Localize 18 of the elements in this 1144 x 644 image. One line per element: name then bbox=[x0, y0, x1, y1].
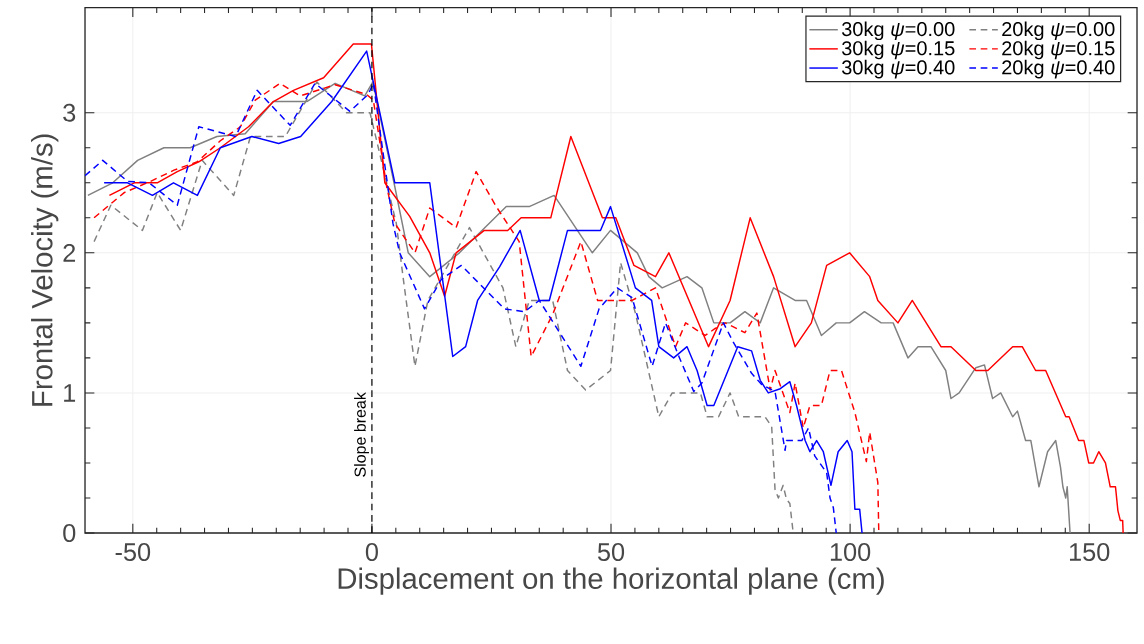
legend-label: 20kg ψ=0.40 bbox=[1002, 59, 1115, 79]
y-tick-label: 1 bbox=[64, 384, 76, 402]
y-axis-title: Frontal Velocity (m/s) bbox=[31, 134, 59, 406]
y-tick-label: 0 bbox=[63, 524, 76, 542]
x-tick-label: 150 bbox=[1069, 543, 1110, 561]
legend-label: 30kg ψ=0.15 bbox=[841, 40, 955, 60]
legend-label: 30kg ψ=0.40 bbox=[841, 59, 955, 79]
legend-label: 20kg ψ=0.00 bbox=[1002, 21, 1115, 41]
x-tick-label: 100 bbox=[830, 543, 871, 561]
legend-label: 20kg ψ=0.15 bbox=[1002, 40, 1115, 60]
x-axis-title: Displacement on the horizontal plane (cm) bbox=[338, 567, 884, 595]
x-tick-label: -50 bbox=[115, 543, 151, 561]
y-tick-label: 2 bbox=[63, 243, 76, 262]
x-tick-label: 0 bbox=[365, 543, 378, 561]
legend-label: 30kg ψ=0.00 bbox=[841, 21, 955, 41]
y-tick-label: 3 bbox=[63, 103, 76, 122]
ref-line-label: Slope break bbox=[354, 392, 369, 477]
x-tick-label: 50 bbox=[597, 543, 625, 561]
